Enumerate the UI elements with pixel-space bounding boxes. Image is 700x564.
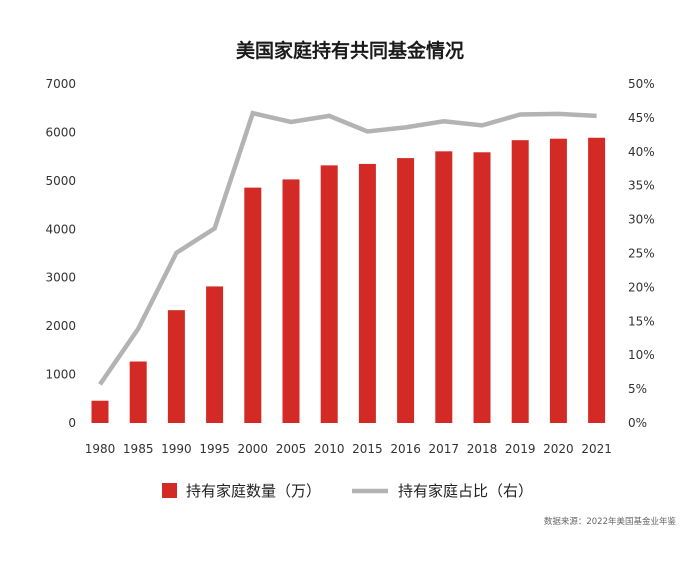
left-axis-ticks: 0 1000 2000 3000 4000 5000 6000 7000: [45, 77, 76, 430]
left-tick-label: 1000: [45, 368, 76, 382]
bars: [91, 137, 606, 424]
x-tick-label: 1995: [199, 442, 230, 456]
right-tick-label: 35%: [628, 179, 655, 193]
x-tick-label: 2020: [543, 442, 574, 456]
right-tick-label: 50%: [628, 77, 655, 91]
right-tick-label: 25%: [628, 247, 655, 261]
left-tick-label: 0: [68, 416, 76, 430]
bar: [473, 152, 491, 423]
share-line-series: [98, 110, 597, 386]
bar: [206, 286, 224, 423]
bar: [549, 138, 567, 423]
right-tick-label: 20%: [628, 280, 655, 294]
left-tick-label: 5000: [45, 174, 76, 188]
bar: [588, 137, 606, 423]
x-tick-label: 2000: [238, 442, 269, 456]
x-tick-label: 2018: [467, 442, 498, 456]
x-axis-ticks: 1980 1985 1990 1995 2000 2005 2010 2015 2016 2017…: [85, 442, 612, 456]
left-tick-label: 6000: [45, 125, 76, 139]
right-tick-label: 0%: [628, 416, 647, 430]
bar: [358, 163, 376, 423]
x-tick-label: 1980: [85, 442, 116, 456]
bar: [91, 400, 109, 423]
right-tick-label: 5%: [628, 382, 647, 396]
x-tick-label: 2015: [352, 442, 383, 456]
right-tick-label: 15%: [628, 314, 655, 328]
bar: [129, 361, 147, 423]
x-tick-label: 2019: [505, 442, 536, 456]
bar: [244, 187, 262, 423]
chart-title: 美国家庭持有共同基金情况: [236, 39, 464, 62]
legend-line-label: 持有家庭占比（右）: [398, 482, 533, 500]
source-note: 数据来源：2022年美国基金业年鉴: [544, 516, 677, 527]
x-tick-label: 2016: [390, 442, 421, 456]
right-tick-label: 10%: [628, 348, 655, 362]
legend-bar-swatch: [162, 483, 177, 498]
bar: [435, 151, 453, 423]
x-tick-label: 1985: [123, 442, 154, 456]
left-tick-label: 7000: [45, 77, 76, 91]
left-tick-label: 2000: [45, 319, 76, 333]
share-line: [98, 110, 597, 386]
x-tick-label: 1990: [161, 442, 192, 456]
bar: [511, 140, 529, 424]
left-tick-label: 3000: [45, 271, 76, 285]
right-tick-label: 45%: [628, 111, 655, 125]
legend: 持有家庭数量（万） 持有家庭占比（右）: [162, 482, 533, 500]
bar: [282, 179, 300, 423]
left-tick-label: 4000: [45, 222, 76, 236]
bar: [397, 158, 415, 424]
right-tick-label: 30%: [628, 213, 655, 227]
right-tick-label: 40%: [628, 145, 655, 159]
bar: [167, 310, 185, 423]
bar: [320, 165, 338, 424]
x-tick-label: 2010: [314, 442, 345, 456]
x-tick-label: 2017: [429, 442, 460, 456]
right-axis-ticks: 0% 5% 10% 15% 20% 25% 30% 35% 40% 45% 50%: [628, 77, 655, 430]
x-tick-label: 2021: [581, 442, 612, 456]
legend-bar-label: 持有家庭数量（万）: [186, 482, 321, 500]
x-tick-label: 2005: [276, 442, 307, 456]
